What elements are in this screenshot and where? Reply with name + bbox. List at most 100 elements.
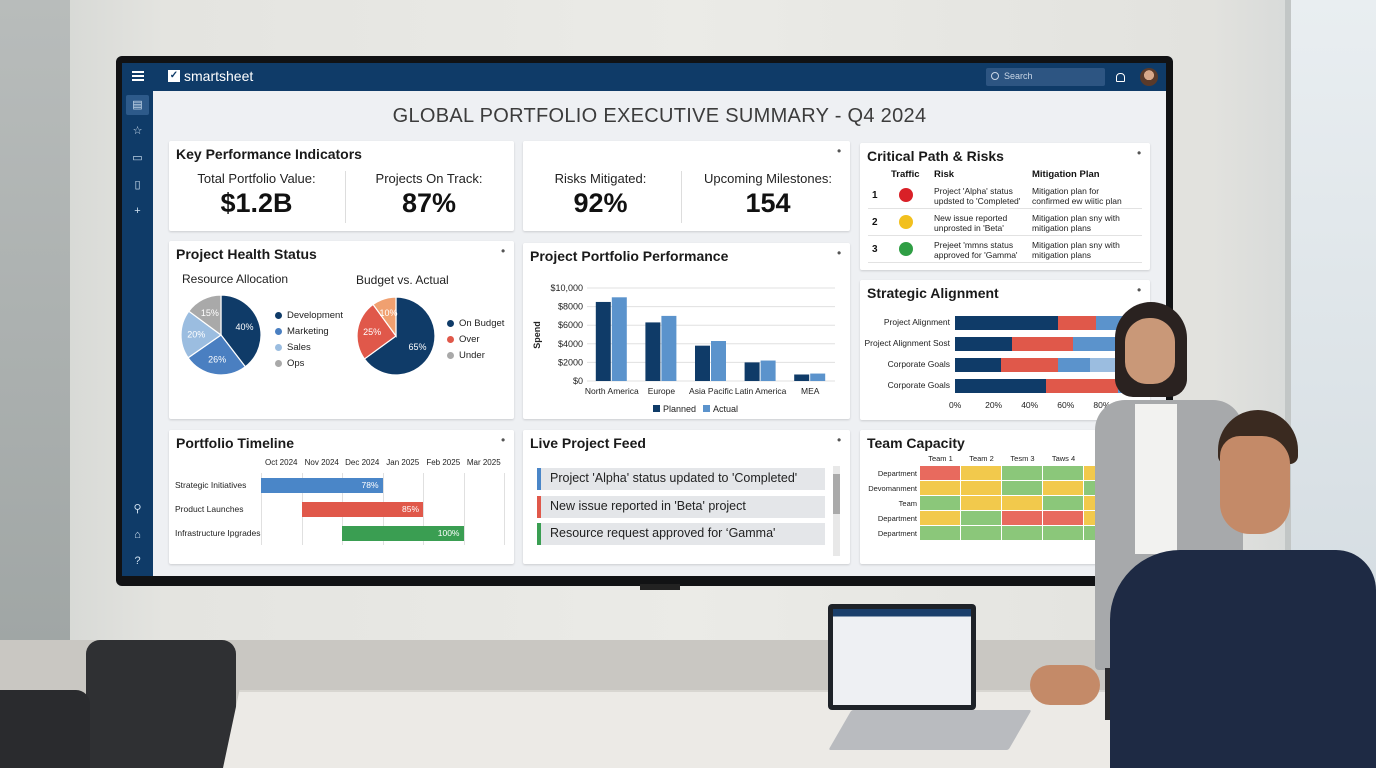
menu-icon[interactable] [132, 71, 144, 81]
alignment-segment [1057, 358, 1090, 372]
feed-menu-icon[interactable] [837, 438, 841, 442]
budget-pie-chart: 65% 25% 10% [356, 296, 436, 376]
legend-label: Under [459, 350, 485, 361]
legend-item: Marketing [275, 326, 329, 337]
page-title: GLOBAL PORTFOLIO EXECUTIVE SUMMARY - Q4 … [392, 105, 927, 127]
kpi-label: Projects On Track: [375, 171, 483, 186]
legend-label: Development [287, 310, 343, 321]
header-traffic: Traffic [891, 169, 920, 180]
kpi-menu-icon[interactable] [837, 149, 841, 153]
portfolio-timeline-title: Portfolio Timeline [176, 435, 294, 451]
search-input[interactable]: Search [986, 68, 1105, 86]
dashboard-screen: ✓ smartsheet Search ▤ ☆ ▭ ▯ + ⚲ ⌂ ? GLOB… [122, 63, 1166, 576]
header-risk: Risk [934, 169, 955, 180]
team-column-label: Team 2 [969, 454, 994, 463]
favorites-icon[interactable]: ☆ [132, 125, 143, 137]
mitigation-text: Mitigation plan for [1032, 186, 1100, 196]
pie-label: 20% [187, 330, 205, 340]
bar-actual [611, 297, 627, 381]
alignment-segment [955, 316, 1058, 330]
gantt-bar[interactable]: 78% [261, 478, 383, 493]
feed-item[interactable]: Project 'Alpha' status updated to 'Compl… [537, 468, 825, 490]
legend-swatch [275, 312, 282, 319]
bar-planned [645, 322, 661, 381]
feed-scrollbar[interactable] [833, 466, 840, 556]
kpi-total-portfolio: Total Portfolio Value: $1.2B [179, 171, 334, 219]
x-tick-label: Asia Pacific [689, 386, 734, 396]
heatmap-cell [920, 496, 960, 510]
smartsheet-logo-icon: ✓ [168, 70, 180, 82]
app-logo[interactable]: ✓ smartsheet [168, 68, 253, 84]
mitigation-text: Mitigation plan sny with [1032, 213, 1120, 223]
traffic-light-icon [899, 188, 913, 202]
help-icon[interactable]: ? [134, 555, 141, 567]
feed-item[interactable]: New issue reported in 'Beta' project [537, 496, 825, 518]
kpi-value: 92% [573, 188, 628, 218]
reports-icon[interactable]: ▯ [134, 179, 141, 191]
chair [0, 690, 90, 768]
project-health-menu-icon[interactable] [501, 249, 505, 253]
month-label: Nov 2024 [304, 458, 339, 467]
kpi-projects-on-track: Projects On Track: 87% [354, 171, 504, 219]
woman-shirt [1135, 404, 1177, 554]
team-column-label: Team 1 [928, 454, 953, 463]
legend-label: On Budget [459, 318, 505, 329]
kpi-risks-mitigated: Risks Mitigated: 92% [523, 171, 678, 219]
notification-bell-icon[interactable] [1116, 73, 1125, 82]
timeline-menu-icon[interactable] [501, 438, 505, 442]
critical-path-menu-icon[interactable] [1137, 151, 1141, 155]
kpi-card: Key Performance Indicators Total Portfol… [169, 141, 514, 231]
avatar[interactable] [1140, 68, 1158, 86]
account-icon[interactable]: ⌂ [134, 529, 141, 541]
strategic-menu-icon[interactable] [1137, 288, 1141, 292]
chair [86, 640, 236, 768]
bar-actual [661, 315, 677, 381]
kpi-divider [345, 171, 346, 223]
search-placeholder: Search [1004, 71, 1033, 81]
legend-swatch [447, 336, 454, 343]
alignment-row-label: Project Alignment [883, 317, 950, 327]
legend-item: Under [447, 350, 485, 361]
man-hand [1030, 665, 1100, 705]
scrollbar-thumb[interactable] [833, 474, 840, 514]
performance-bar-chart: $0 $2000 $4000 $6000 $8000 $10,000 Spend North … [532, 283, 835, 414]
pie-slice [187, 334, 247, 376]
kpi-title: Key Performance Indicators [176, 146, 362, 162]
tools-icon[interactable]: ⚲ [133, 503, 142, 515]
resource-allocation-label: Resource Allocation [182, 272, 289, 286]
sheets-icon[interactable]: ▤ [126, 95, 149, 115]
x-tick-label: MEA [801, 386, 820, 396]
performance-menu-icon[interactable] [837, 251, 841, 255]
portfolio-timeline-card: Portfolio Timeline Oct 2024 Nov 2024 Dec 2… [169, 430, 514, 564]
bar-planned [794, 374, 810, 381]
y-tick-label: $2000 [558, 357, 583, 367]
row-divider [868, 208, 1142, 209]
risk-text: updsted to 'Completed' [934, 196, 1021, 206]
gantt-bar[interactable]: 100% [342, 526, 464, 541]
capacity-row-label: Department [877, 469, 917, 478]
team-column-label: Taws 4 [1051, 454, 1076, 463]
month-gridline [423, 473, 424, 545]
timeline-row-label: Infrastructure Ipgrades [175, 528, 261, 538]
legend-label: Over [459, 334, 480, 345]
top-bar: ✓ smartsheet Search [122, 63, 1166, 91]
heatmap-cell [920, 481, 960, 495]
x-tick-label: Europe [648, 386, 676, 396]
risk-text: Project 'Alpha' status [934, 186, 1013, 196]
laptop-screen [828, 604, 976, 710]
window-right [1285, 0, 1376, 620]
add-icon[interactable]: + [134, 205, 141, 217]
heatmap-cell [1002, 481, 1042, 495]
gantt-bar[interactable]: 85% [301, 502, 423, 517]
heatmap-cell [961, 466, 1001, 480]
x-tick-label: 20% [985, 400, 1003, 410]
pie-label: 10% [380, 308, 398, 318]
heatmap-cell [1002, 496, 1042, 510]
feed-item[interactable]: Resource request approved for ‘Gamma' [537, 523, 825, 545]
alignment-segment [1012, 337, 1073, 351]
pie-slice [180, 310, 223, 359]
woman-face [1125, 318, 1175, 384]
team-column-label: Tesm 3 [1010, 454, 1035, 463]
alignment-segment [955, 379, 1047, 393]
inbox-icon[interactable]: ▭ [132, 152, 143, 164]
